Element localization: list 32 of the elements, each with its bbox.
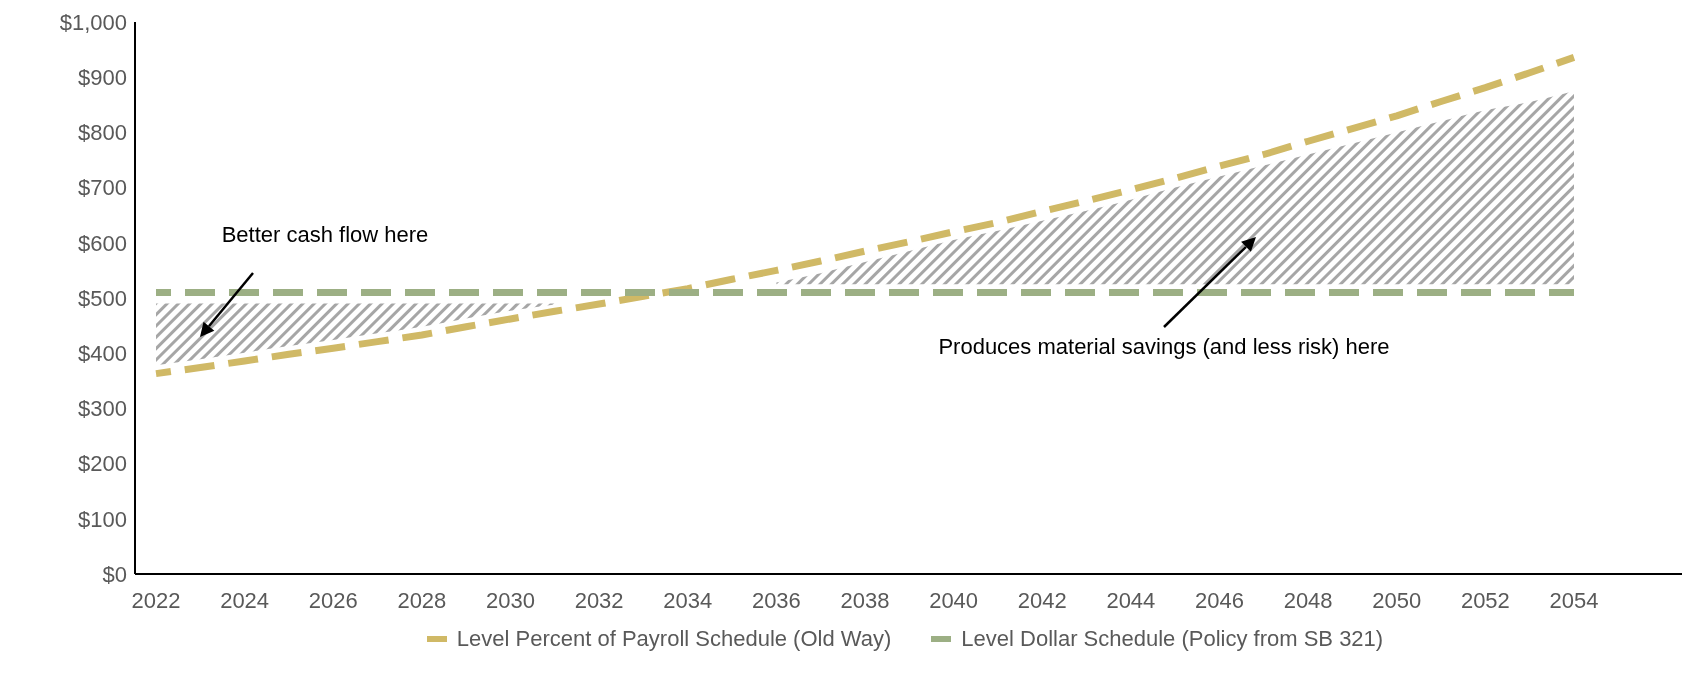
y-tick-label: $800 [78,120,127,146]
y-tick-label: $300 [78,396,127,422]
legend-label: Level Percent of Payroll Schedule (Old Way) [456,626,892,652]
x-tick-label: 2046 [1195,587,1244,613]
x-tick-label: 2038 [840,587,890,613]
y-tick-label: $0 [102,561,127,587]
y-tick-label: $200 [78,451,127,477]
y-tick-label: $500 [78,285,127,311]
annotation: Produces material savings (and less risk) here [938,334,1390,359]
y-tick-label: $700 [78,175,127,201]
x-tick-label: 2036 [751,587,801,613]
x-tick-label: 2050 [1372,587,1422,613]
x-tick-label: 2044 [1106,587,1156,613]
y-tick-label: $900 [78,65,127,91]
legend-label: Level Dollar Schedule (Policy from SB 321) [961,626,1384,652]
x-tick-label: 2022 [131,587,181,613]
x-tick-label: 2034 [663,587,713,613]
x-tick-label: 2040 [929,587,979,613]
y-tick-label: $600 [78,230,127,256]
x-tick-label: 2052 [1460,587,1510,613]
y-tick-label: $100 [78,506,127,532]
y-tick-label: $1,000 [59,9,127,35]
y-tick-label: $400 [78,341,127,367]
x-tick-label: 2024 [220,587,270,613]
x-tick-label: 2048 [1283,587,1333,613]
annotation: Better cash flow here [221,222,429,247]
x-tick-label: 2028 [397,587,447,613]
x-tick-label: 2054 [1549,587,1599,613]
x-tick-label: 2026 [308,587,358,613]
x-tick-label: 2032 [574,587,624,613]
x-tick-label: 2042 [1017,587,1067,613]
x-tick-label: 2030 [486,587,535,613]
